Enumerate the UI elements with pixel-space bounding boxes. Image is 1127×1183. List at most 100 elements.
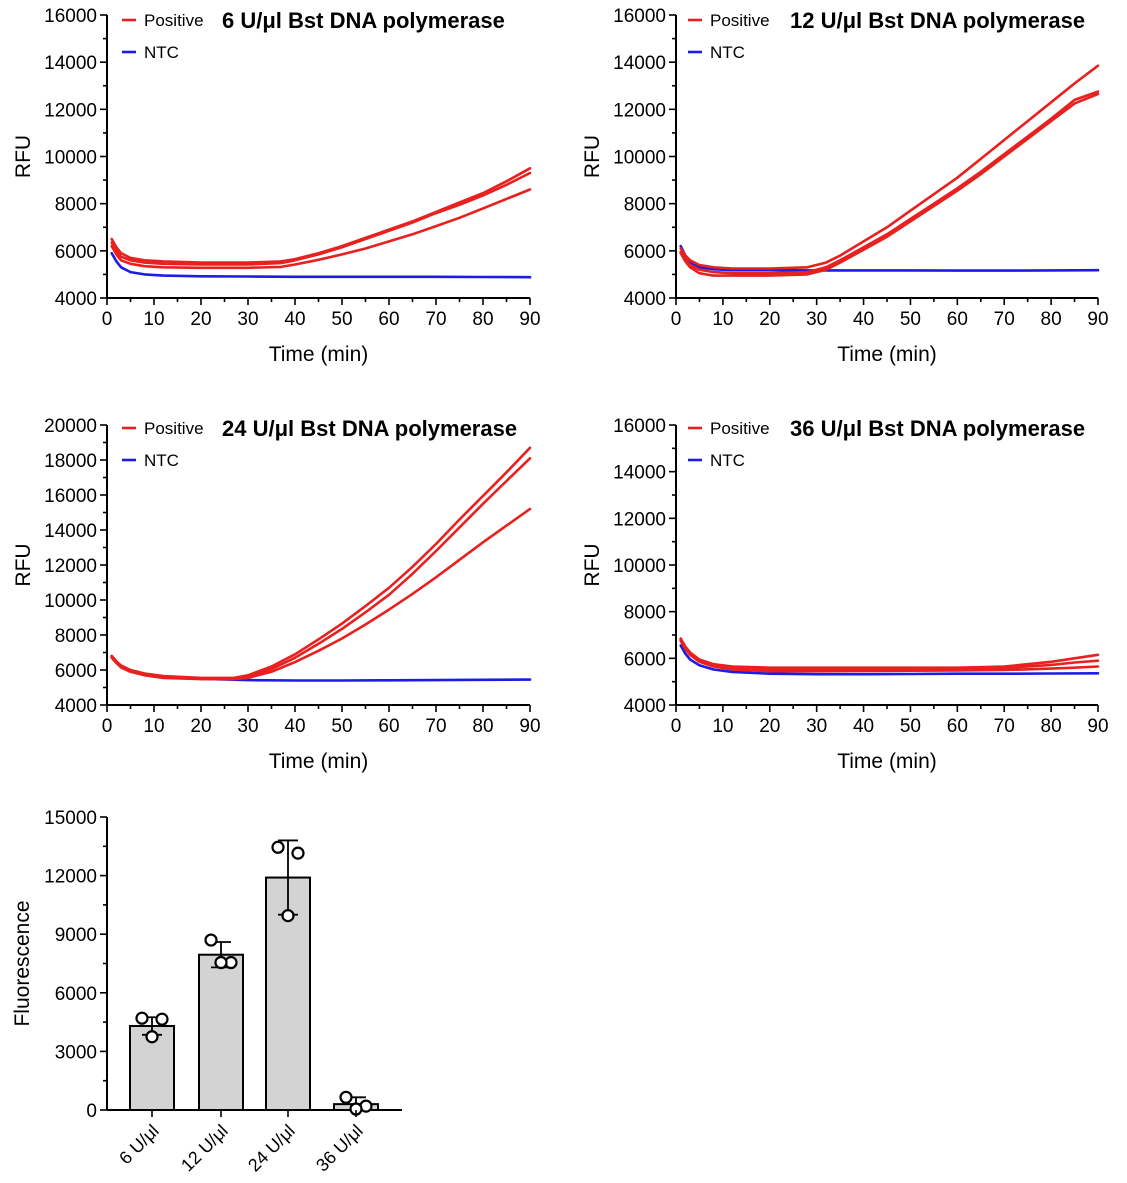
- x-tick-label: 20: [190, 716, 211, 737]
- x-tick-label: 12 U/μl: [177, 1121, 232, 1176]
- positive-series-line: [679, 639, 1100, 673]
- positive-series-line: [679, 90, 1100, 275]
- y-tick-label: 9000: [55, 925, 97, 946]
- x-axis-label: Time (min): [837, 750, 937, 773]
- y-tick-label: 0: [86, 1101, 97, 1122]
- x-tick-label: 0: [102, 309, 113, 330]
- y-tick-label: 6000: [55, 984, 97, 1005]
- replicate-point: [135, 1011, 149, 1025]
- x-tick-label: 40: [284, 716, 305, 737]
- x-tick-label: 80: [472, 716, 493, 737]
- y-tick-label: 6000: [624, 242, 666, 263]
- y-tick-label: 16000: [613, 416, 666, 437]
- x-tick-label: 90: [519, 716, 540, 737]
- x-tick-label: 40: [853, 309, 874, 330]
- replicate-point: [271, 840, 285, 854]
- y-axis-label: Fluorescence: [11, 900, 34, 1026]
- x-tick-label: 80: [1041, 309, 1062, 330]
- x-tick-label: 60: [378, 309, 399, 330]
- replicate-point: [214, 955, 228, 970]
- legend-ntc-label: NTC: [144, 43, 179, 62]
- ntc-series-line: [679, 244, 1100, 272]
- line-chart-1: 4000 6000 8000 10000 12000 14000 16000 0 10 20 30 4…: [12, 6, 541, 366]
- x-tick-label: 90: [519, 309, 540, 330]
- x-tick-label: 40: [284, 309, 305, 330]
- panel-title: 6 U/μl Bst DNA polymerase: [222, 8, 505, 33]
- x-tick-label: 30: [237, 309, 258, 330]
- x-tick-label: 60: [947, 309, 968, 330]
- x-tick-label: 90: [1087, 309, 1108, 330]
- positive-series-line: [679, 637, 1100, 669]
- replicate-point: [155, 1012, 169, 1026]
- x-tick-label: 10: [712, 716, 733, 737]
- ntc-series-line: [679, 644, 1100, 676]
- y-tick-label: 18000: [44, 451, 97, 472]
- line-chart-2: 4000 6000 8000 10000 12000 14000 16000 0 10 20 30 4…: [581, 6, 1109, 366]
- panel-title: 12 U/μl Bst DNA polymerase: [790, 8, 1085, 33]
- y-tick-label: 4000: [624, 289, 666, 310]
- y-tick-label: 12000: [613, 100, 666, 121]
- x-tick-label: 50: [331, 716, 352, 737]
- legend-ntc-label: NTC: [710, 43, 745, 62]
- y-tick-label: 8000: [55, 626, 97, 647]
- x-tick-label: 36 U/μl: [312, 1121, 367, 1176]
- positive-series-line: [110, 188, 532, 270]
- legend-ntc-label: NTC: [144, 451, 179, 470]
- replicate-point: [281, 909, 295, 923]
- x-tick-label: 50: [900, 309, 921, 330]
- y-tick-label: 3000: [55, 1042, 97, 1063]
- bar-chart: 0 3000 6000 9000 12000 15000 Fluorescence 6 U/μ…: [11, 808, 402, 1175]
- x-tick-label: 0: [102, 716, 113, 737]
- y-axis-label: RFU: [12, 135, 35, 178]
- positive-series-line: [110, 171, 532, 266]
- y-tick-label: 6000: [624, 649, 666, 670]
- legend-ntc-label: NTC: [710, 451, 745, 470]
- x-tick-label: 30: [237, 716, 258, 737]
- ntc-series-line: [110, 251, 532, 279]
- y-tick-label: 12000: [44, 556, 97, 577]
- bar: [198, 953, 244, 1112]
- y-tick-label: 14000: [44, 521, 97, 542]
- panel-title: 36 U/μl Bst DNA polymerase: [790, 416, 1085, 441]
- x-tick-label: 30: [806, 716, 827, 737]
- legend-positive-label: Positive: [710, 419, 770, 438]
- x-axis-label: Time (min): [269, 343, 369, 366]
- y-tick-label: 15000: [44, 808, 97, 829]
- y-tick-label: 8000: [55, 195, 97, 216]
- x-tick-label: 70: [425, 716, 446, 737]
- y-tick-label: 10000: [44, 591, 97, 612]
- replicate-point: [204, 933, 218, 947]
- y-axis-label: RFU: [581, 135, 604, 178]
- x-tick-label: 0: [671, 309, 682, 330]
- x-tick-label: 6 U/μl: [115, 1121, 163, 1169]
- y-tick-label: 16000: [613, 6, 666, 27]
- x-tick-label: 60: [947, 716, 968, 737]
- x-tick-label: 0: [671, 716, 682, 737]
- y-tick-label: 16000: [44, 486, 97, 507]
- y-tick-label: 14000: [613, 463, 666, 484]
- y-tick-label: 4000: [55, 696, 97, 717]
- y-tick-label: 10000: [613, 556, 666, 577]
- legend-positive-label: Positive: [144, 11, 204, 30]
- y-tick-label: 14000: [44, 53, 97, 74]
- y-tick-label: 12000: [44, 867, 97, 888]
- x-tick-label: 60: [378, 716, 399, 737]
- x-tick-label: 40: [853, 716, 874, 737]
- replicate-point: [145, 1030, 159, 1044]
- x-tick-label: 20: [759, 309, 780, 330]
- x-tick-label: 50: [900, 716, 921, 737]
- x-tick-label: 50: [331, 309, 352, 330]
- replicate-point: [291, 846, 305, 860]
- panel-title: 24 U/μl Bst DNA polymerase: [222, 416, 517, 441]
- positive-series-line: [110, 457, 532, 681]
- y-tick-label: 10000: [613, 148, 666, 169]
- x-tick-label: 20: [190, 309, 211, 330]
- x-tick-label: 80: [472, 309, 493, 330]
- positive-series-line: [110, 507, 532, 681]
- line-chart-4: 4000 6000 8000 10000 12000 14000 16000 0 10 20 30 4…: [581, 416, 1109, 773]
- y-tick-label: 4000: [624, 696, 666, 717]
- y-axis-label: RFU: [581, 543, 604, 586]
- x-tick-label: 70: [425, 309, 446, 330]
- x-tick-label: 20: [759, 716, 780, 737]
- x-tick-label: 80: [1041, 716, 1062, 737]
